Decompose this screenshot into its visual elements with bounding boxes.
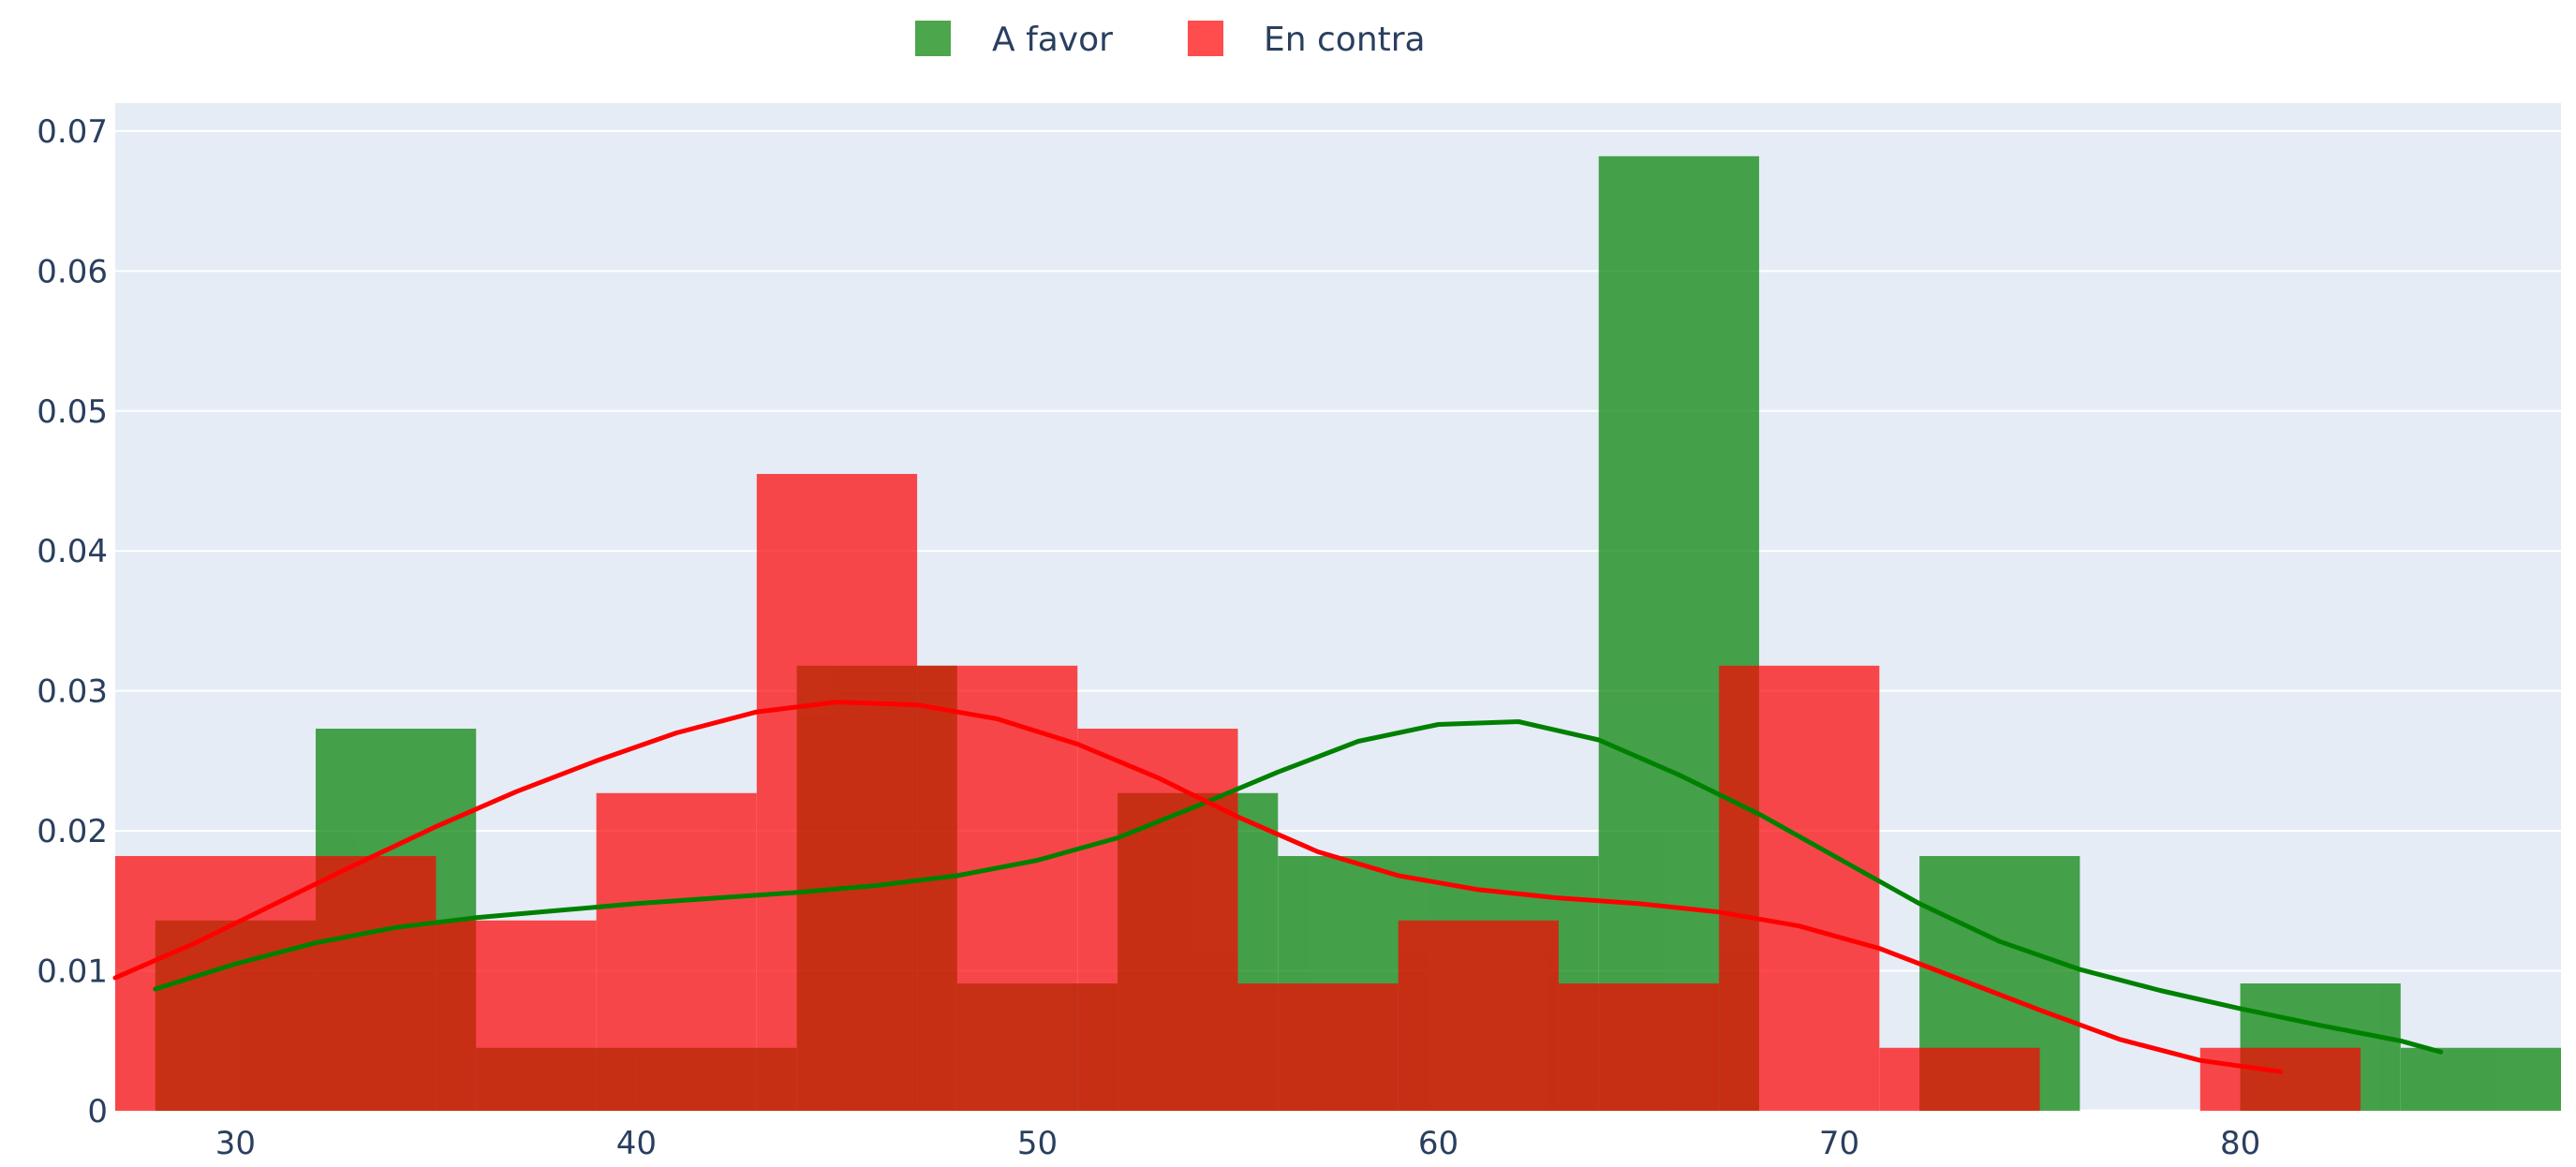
y-tick-label: 0.05 — [37, 393, 108, 431]
histogram-bar — [596, 792, 757, 1111]
histogram-bar — [2199, 1047, 2361, 1111]
histogram-bar — [436, 920, 597, 1111]
histogram-bar — [1879, 1047, 2040, 1111]
x-tick-label: 30 — [215, 1125, 256, 1162]
legend[interactable]: A favor En contra — [915, 21, 1426, 59]
y-tick-label: 0.01 — [37, 953, 108, 991]
y-tick-label: 0.07 — [37, 113, 108, 151]
x-axis: 30 40 50 60 70 80 — [215, 1125, 2260, 1162]
histogram-bar — [1719, 665, 1880, 1111]
y-tick-label: 0.03 — [37, 673, 108, 711]
a-favor-swatch — [915, 21, 951, 56]
histogram-bar — [2400, 1047, 2561, 1111]
y-tick-label: 0 — [87, 1093, 108, 1130]
x-tick-label: 50 — [1017, 1125, 1058, 1162]
x-tick-label: 80 — [2220, 1125, 2260, 1162]
legend-item-a-favor[interactable]: A favor — [915, 21, 1113, 59]
histogram-bar — [917, 665, 1078, 1111]
y-tick-label: 0.02 — [37, 813, 108, 850]
histogram-bar — [1077, 729, 1238, 1111]
x-tick-label: 40 — [616, 1125, 657, 1162]
y-tick-label: 0.06 — [37, 253, 108, 290]
histogram-bar — [316, 856, 437, 1111]
legend-item-en-contra[interactable]: En contra — [1188, 21, 1426, 59]
histogram-bar — [1237, 983, 1399, 1111]
en-contra-histogram — [115, 474, 2361, 1111]
histogram-bar — [1558, 983, 1720, 1111]
histogram-bar — [1398, 920, 1559, 1111]
kde-curves — [112, 700, 2444, 1074]
legend-label-en-contra: En contra — [1264, 21, 1426, 59]
legend-label-a-favor: A favor — [992, 21, 1113, 59]
kde-line — [153, 719, 2444, 1055]
kde-line — [112, 700, 2283, 1074]
en-contra-swatch — [1188, 21, 1223, 56]
histogram-bar — [115, 856, 317, 1111]
x-tick-label: 70 — [1819, 1125, 1859, 1162]
histogram-bar — [756, 474, 918, 1111]
y-tick-label: 0.04 — [37, 533, 108, 570]
x-tick-label: 60 — [1418, 1125, 1458, 1162]
y-axis: 0 0.01 0.02 0.03 0.04 0.05 0.06 0.07 — [37, 113, 108, 1130]
